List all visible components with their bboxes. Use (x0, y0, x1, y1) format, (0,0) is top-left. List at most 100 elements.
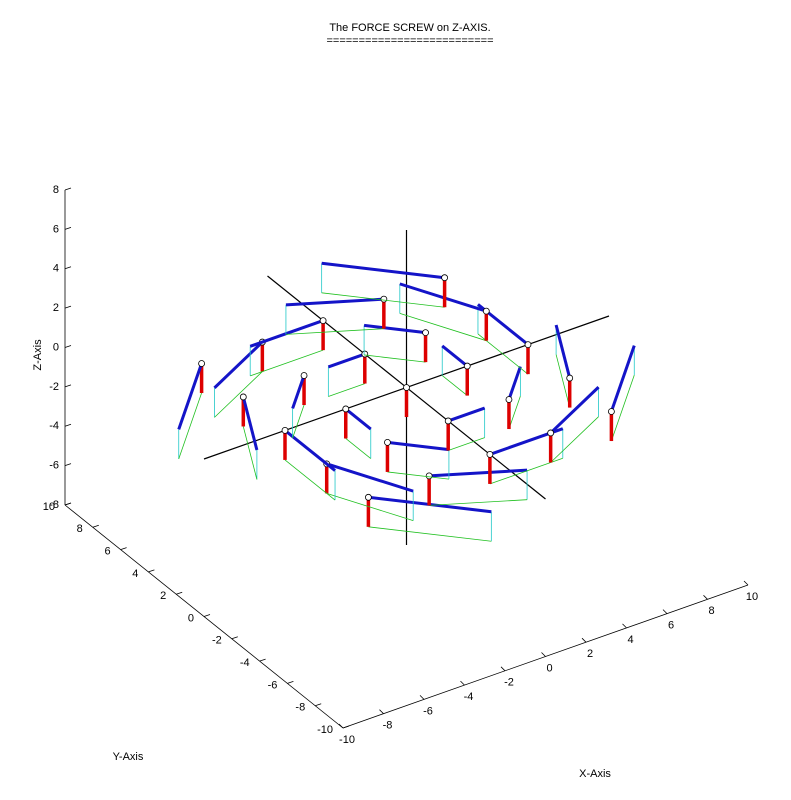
x-tick (622, 623, 627, 629)
y-tick-label: 8 (77, 523, 83, 535)
y-tick (259, 658, 266, 662)
anchor-point (281, 426, 289, 434)
y-tick (64, 502, 72, 506)
y-tick (287, 681, 294, 684)
force-vector (554, 324, 572, 379)
y-tick (342, 725, 350, 729)
guide-line (285, 328, 384, 335)
y-tick-label: 6 (104, 546, 110, 558)
anchor-point (198, 360, 206, 367)
y-axis-label: Y-Axis (113, 751, 144, 763)
guide-line (448, 437, 485, 451)
x-tick-label: 8 (708, 605, 714, 617)
guide-line (214, 371, 263, 418)
guide-line (611, 375, 635, 442)
force-vector (321, 261, 445, 280)
anchor-point (300, 372, 308, 379)
guide-line (387, 471, 449, 480)
z-axis-label: Z-Axis (32, 339, 44, 371)
x-axis-label: X-Axis (579, 768, 611, 780)
anchor-point (441, 274, 449, 282)
force-vector (549, 386, 600, 435)
guide-line (178, 392, 202, 460)
z-tick-label: 2 (53, 302, 59, 314)
force-vector (387, 440, 450, 452)
anchor-point (403, 384, 410, 391)
y-tick-label: -10 (317, 724, 333, 736)
x-tick-label: 0 (546, 662, 552, 674)
guide-line (555, 354, 571, 408)
guide-line (284, 459, 336, 501)
z-tick-label: -8 (49, 499, 59, 511)
anchor-point (547, 429, 555, 437)
anchor-point (422, 329, 429, 337)
y-tick (203, 614, 211, 617)
guide-line (328, 383, 365, 397)
z-tick-label: 6 (53, 223, 59, 235)
guide-line (321, 292, 445, 308)
force-vector (507, 366, 522, 400)
anchor-point (524, 341, 532, 349)
x-tick-label: 2 (587, 648, 593, 660)
guide-line (441, 375, 468, 396)
x-tick-label: -2 (504, 677, 514, 689)
y-tick-label: 10 (43, 501, 55, 513)
force-vector (291, 375, 306, 409)
y-tick (315, 703, 322, 707)
z-tick-label: 4 (53, 263, 59, 275)
x-tick-label: 4 (627, 634, 633, 646)
z-tick-label: 8 (53, 184, 59, 196)
anchor-point (239, 393, 247, 401)
anchor-point (463, 362, 471, 370)
y-tick-label: -8 (295, 702, 305, 714)
z-tick (64, 226, 72, 230)
guide-line (242, 426, 258, 480)
y-tick-label: -2 (212, 635, 222, 647)
z-tick-label: -2 (49, 381, 59, 393)
chart-subtitle: ========================== (326, 35, 493, 47)
y-tick-label: 4 (132, 568, 138, 580)
y-tick-label: 0 (188, 612, 194, 624)
force-vector (327, 352, 366, 369)
z-tick (64, 187, 72, 191)
force-vector (447, 406, 486, 423)
guide-line (429, 499, 528, 506)
force-vector (177, 363, 204, 430)
guide-line (508, 395, 521, 430)
force-vector (285, 297, 384, 307)
force-vector (429, 468, 528, 478)
x-tick (419, 695, 425, 700)
anchor-point (425, 472, 433, 480)
guide-line (550, 416, 599, 463)
guide-line (368, 526, 492, 542)
guide-line (364, 354, 426, 363)
anchor-point (380, 295, 388, 303)
y-tick-label: 2 (160, 590, 166, 602)
guide-line (250, 349, 324, 377)
anchor-point (319, 317, 327, 325)
z-tick (64, 384, 72, 388)
z-tick-label: -6 (49, 460, 59, 472)
guide-line (399, 313, 487, 342)
x-tick (500, 666, 506, 672)
anchor-point (384, 438, 391, 446)
x-tick-label: -6 (423, 705, 433, 717)
x-tick (541, 652, 546, 657)
guide-line (326, 492, 414, 522)
z-tick (64, 345, 72, 348)
y-tick (120, 547, 127, 550)
x-tick (703, 595, 708, 600)
y-tick (92, 524, 99, 528)
guide-line (292, 404, 305, 439)
anchor-point (608, 408, 615, 415)
y-tick (148, 569, 155, 573)
z-tick-label: -4 (49, 420, 59, 432)
chart-title: The FORCE SCREW on Z-AXIS. (329, 22, 490, 34)
x-tick (460, 680, 465, 686)
x-tick-label: -4 (464, 691, 474, 703)
force-vector (344, 407, 372, 431)
x-tick-label: 6 (668, 620, 674, 632)
x-tick (379, 709, 384, 714)
